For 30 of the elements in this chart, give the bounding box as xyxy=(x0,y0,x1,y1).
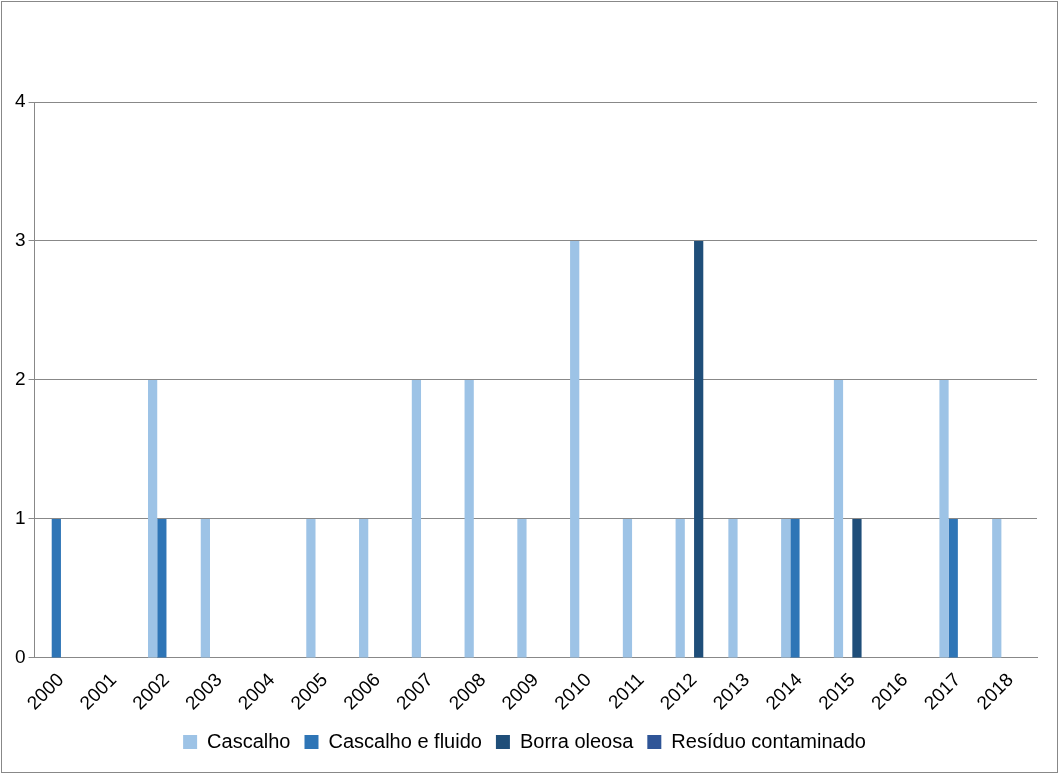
bar xyxy=(570,241,580,658)
bar xyxy=(517,518,527,658)
bar xyxy=(833,380,844,658)
bar xyxy=(675,518,685,658)
bar xyxy=(51,518,61,658)
bar xyxy=(948,518,958,658)
y-tick-label: 3 xyxy=(14,229,26,251)
bar xyxy=(694,241,704,658)
y-tick-label: 4 xyxy=(14,90,26,112)
bar xyxy=(728,518,738,658)
bar xyxy=(781,518,791,658)
y-tick-label: 0 xyxy=(14,646,26,668)
legend-label: Borra oleosa xyxy=(519,729,635,752)
legend-label: Resíduo contaminado xyxy=(671,729,866,752)
bar xyxy=(852,518,862,658)
y-tick-label: 1 xyxy=(14,507,26,529)
bar xyxy=(200,518,210,658)
bar xyxy=(359,518,369,658)
bar xyxy=(157,518,167,658)
bar xyxy=(790,518,800,658)
bar xyxy=(148,380,158,658)
bar xyxy=(464,380,474,658)
bar xyxy=(992,518,1002,658)
legend-label: Cascalho e fluido xyxy=(328,729,482,752)
legend-label: Cascalho xyxy=(207,729,291,752)
bar xyxy=(306,518,316,658)
bar xyxy=(411,380,422,658)
bar xyxy=(939,380,949,658)
bar xyxy=(622,518,633,658)
y-tick-label: 2 xyxy=(14,368,26,390)
